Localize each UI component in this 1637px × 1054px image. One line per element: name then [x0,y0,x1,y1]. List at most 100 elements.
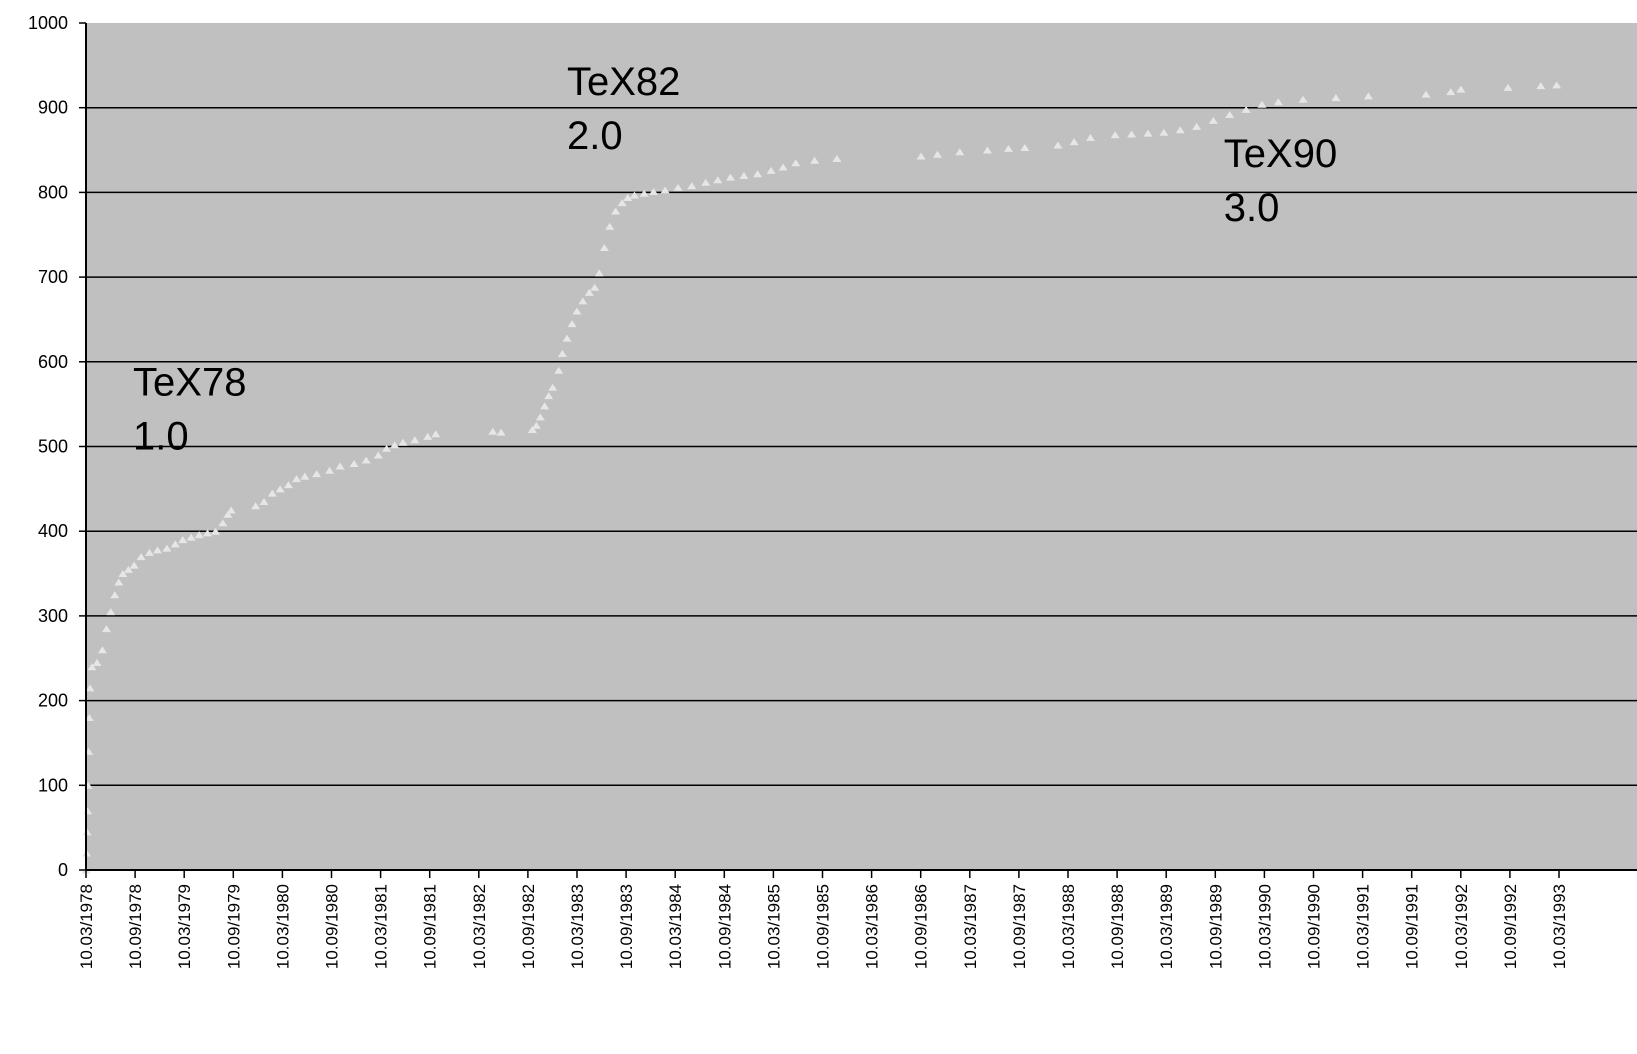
x-tick-label: 10.09/1987 [1010,884,1029,969]
data-point [1192,122,1202,130]
data-point [1273,98,1283,106]
data-point [1208,116,1218,124]
annotations: TeX78 1.0 TeX82 2.0 TeX90 3.0 [133,60,1337,459]
x-tick-label: 10.09/1984 [715,884,734,969]
x-tick-label: 10.03/1989 [1157,884,1176,969]
data-point [114,578,124,586]
data-point [87,663,97,671]
x-tick-label: 10.09/1989 [1206,884,1225,969]
x-tick-label: 10.03/1981 [372,884,391,969]
data-point [548,383,558,391]
data-point [687,182,697,190]
data-point [283,481,293,489]
y-tick-label: 100 [38,775,68,795]
data-points [81,81,1562,874]
data-point [753,170,763,178]
data-point [153,546,163,554]
annotation-version: 1.0 [133,415,189,459]
data-point [778,163,788,171]
y-tick-label: 300 [38,606,68,626]
data-point [639,189,649,197]
data-point [431,430,441,438]
x-tick-label: 10.09/1988 [1108,884,1127,969]
data-point [1053,141,1063,149]
data-point [629,191,639,199]
x-tick-label: 10.03/1983 [568,884,587,969]
data-point [136,553,146,561]
data-point [275,485,285,493]
data-point [832,155,842,163]
data-point [791,159,801,167]
data-point [766,166,776,174]
data-point [1020,144,1030,152]
data-point [218,519,228,527]
data-point [649,188,659,196]
data-point [312,470,322,478]
data-point [186,533,196,541]
data-point [106,608,116,616]
data-point [325,466,335,474]
data-point [673,183,683,191]
x-tick-label: 10.09/1979 [224,884,243,969]
data-point [739,171,749,179]
y-tick-label: 600 [38,352,68,372]
data-point [390,441,400,449]
data-point [496,428,506,436]
y-tick-label: 900 [38,98,68,118]
x-tick-label: 10.09/1992 [1501,884,1520,969]
data-point [572,307,582,315]
data-point [178,536,188,544]
data-point [531,421,541,429]
data-point [118,570,128,578]
data-point [982,146,992,154]
y-axis-ticks: 0 100 200 300 400 500 600 700 800 900 1000 [28,13,86,880]
data-point [162,544,172,552]
x-tick-label: 10.03/1993 [1550,884,1569,969]
data-point [1257,100,1267,108]
data-point [129,561,139,569]
data-point [1175,126,1185,134]
data-point [535,413,545,421]
x-tick-label: 10.09/1981 [421,884,440,969]
data-point [1241,105,1251,113]
data-point [251,502,261,510]
data-point [578,297,588,305]
data-point [300,472,310,480]
data-point [423,432,433,440]
data-point [410,436,420,444]
data-point [544,392,554,400]
data-point [590,283,600,291]
data-point [226,506,236,514]
data-point [259,498,269,506]
data-point [623,193,633,201]
data-point [398,438,408,446]
data-point [101,625,111,633]
data-point [1456,85,1466,93]
y-tick-label: 700 [38,267,68,287]
x-tick-label: 10.03/1984 [666,884,685,969]
data-point [1298,95,1308,103]
data-point [660,186,670,194]
x-tick-label: 10.03/1985 [764,884,783,969]
data-point [1069,138,1079,146]
data-point [211,527,221,535]
data-point [361,456,371,464]
data-point [713,176,723,184]
data-point [617,199,627,207]
data-point [85,684,95,692]
data-point [1127,130,1137,138]
data-point [82,828,92,836]
data-point [373,451,383,459]
x-tick-label: 10.09/1978 [126,884,145,969]
data-point [203,529,213,537]
x-tick-label: 10.03/1990 [1255,884,1274,969]
data-point [92,658,102,666]
data-point [267,489,277,497]
data-point [335,462,345,470]
data-point [527,426,537,434]
data-point [194,531,204,539]
data-point [554,366,564,374]
data-point [144,548,154,556]
x-tick-label: 10.09/1983 [617,884,636,969]
